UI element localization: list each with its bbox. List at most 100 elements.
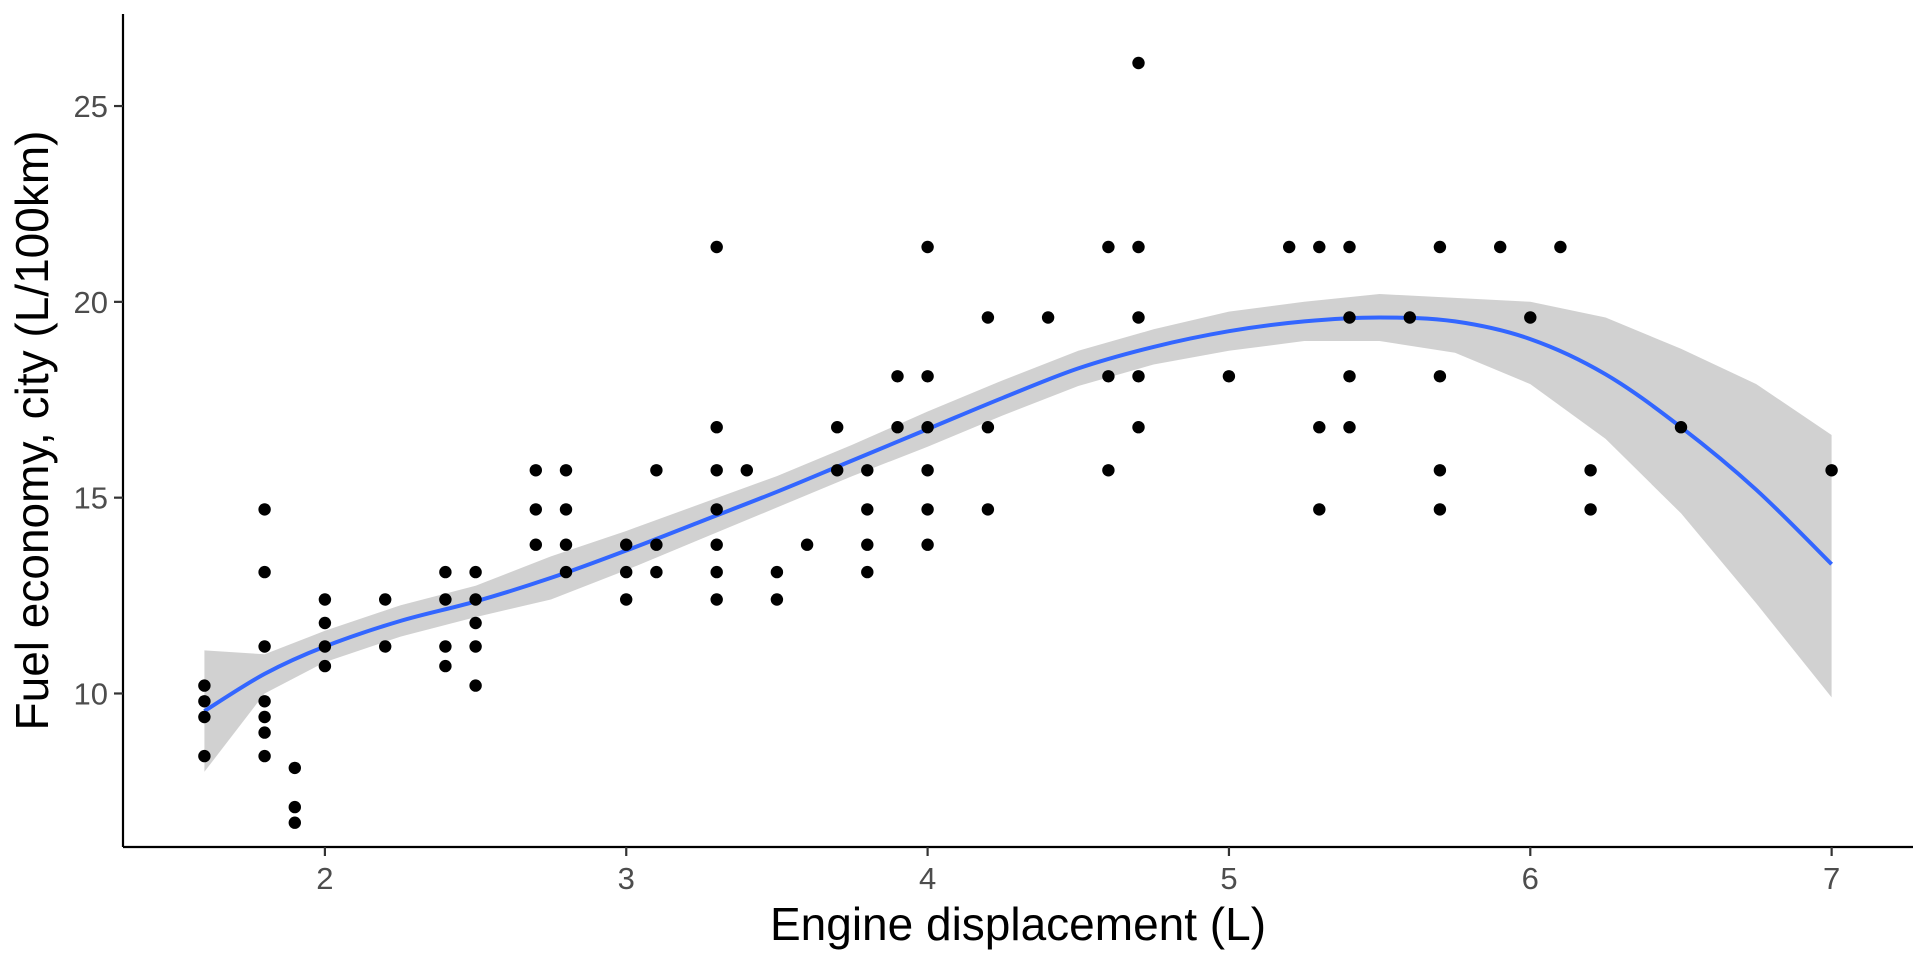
data-point: [921, 503, 934, 516]
data-point: [861, 503, 874, 516]
data-point: [1343, 240, 1356, 254]
data-point: [861, 538, 874, 551]
x-axis-title: Engine displacement (L): [770, 898, 1266, 950]
data-point: [1674, 421, 1688, 434]
data-point: [1554, 240, 1567, 254]
data-point: [1313, 421, 1326, 434]
data-point: [1433, 464, 1447, 477]
data-point: [288, 761, 301, 775]
data-point: [921, 421, 934, 434]
data-point: [469, 640, 482, 653]
y-tick-label: 25: [74, 89, 108, 124]
data-point: [921, 464, 934, 477]
data-point: [469, 616, 482, 630]
data-point: [1102, 240, 1115, 254]
data-point: [1343, 311, 1356, 324]
data-point: [981, 503, 995, 516]
axes: [121, 14, 1913, 849]
x-ticks: 2 3 4 5 6 7: [316, 847, 1840, 896]
data-point: [1222, 370, 1236, 383]
data-point: [1132, 421, 1145, 434]
data-point: [1283, 240, 1296, 254]
data-point: [439, 565, 452, 579]
data-point: [258, 565, 271, 579]
data-point: [258, 695, 271, 708]
x-tick-label: 5: [1220, 861, 1237, 896]
data-point: [559, 538, 573, 551]
data-point: [529, 464, 542, 477]
data-point: [1041, 311, 1055, 324]
data-point: [831, 421, 844, 434]
data-point: [620, 565, 633, 579]
data-point: [710, 565, 723, 579]
smooth-line-layer: [203, 315, 1834, 713]
data-point: [318, 616, 332, 630]
x-tick-label: 7: [1823, 861, 1840, 896]
data-point: [379, 593, 392, 606]
data-point: [1433, 503, 1447, 516]
data-point: [258, 726, 271, 739]
data-point: [620, 538, 633, 551]
data-point: [891, 370, 904, 383]
y-ticks: 10 15 20 25: [74, 89, 123, 711]
y-tick-label: 15: [74, 481, 108, 516]
data-point: [559, 464, 573, 477]
data-point: [650, 538, 663, 551]
data-point: [198, 710, 211, 724]
data-point: [469, 679, 482, 692]
data-point: [1102, 370, 1115, 383]
x-tick-label: 3: [618, 861, 635, 896]
data-point: [1584, 464, 1597, 477]
data-point: [288, 816, 301, 829]
data-point: [318, 659, 332, 673]
data-point: [258, 503, 271, 516]
data-point: [318, 640, 332, 653]
data-point: [439, 659, 452, 673]
data-point: [559, 565, 573, 579]
data-point: [1343, 370, 1356, 383]
data-point: [1343, 421, 1356, 434]
data-point: [1584, 503, 1597, 516]
x-tick-label: 2: [316, 861, 333, 896]
data-point: [469, 593, 482, 606]
x-tick-label: 4: [919, 861, 936, 896]
data-point: [1494, 240, 1507, 254]
data-point: [650, 464, 663, 477]
data-point: [891, 421, 904, 434]
data-point: [1433, 370, 1447, 383]
data-point: [379, 640, 392, 653]
data-point: [710, 593, 723, 606]
data-points-layer: [198, 56, 1838, 829]
data-point: [921, 370, 934, 383]
data-point: [861, 464, 874, 477]
data-point: [1132, 311, 1145, 324]
data-point: [1313, 503, 1326, 516]
data-point: [921, 240, 934, 254]
data-point: [770, 565, 784, 579]
data-point: [800, 538, 814, 551]
data-point: [710, 503, 723, 516]
y-tick-label: 20: [74, 285, 108, 320]
data-point: [981, 421, 995, 434]
data-point: [861, 565, 874, 579]
data-point: [1132, 370, 1145, 383]
data-point: [258, 710, 271, 724]
y-tick-label: 10: [74, 676, 108, 711]
data-point: [921, 538, 934, 551]
data-point: [770, 593, 784, 606]
data-point: [198, 749, 211, 763]
data-point: [258, 640, 271, 653]
data-point: [318, 593, 332, 606]
y-axis-title: Fuel economy, city (L/100km): [6, 131, 58, 731]
data-point: [710, 421, 723, 434]
data-point: [529, 538, 542, 551]
data-point: [650, 565, 663, 579]
data-point: [258, 749, 271, 763]
data-point: [1825, 464, 1838, 477]
data-point: [1132, 56, 1145, 70]
data-point: [439, 593, 452, 606]
data-point: [1524, 311, 1537, 324]
data-point: [198, 695, 211, 708]
data-point: [559, 503, 573, 516]
